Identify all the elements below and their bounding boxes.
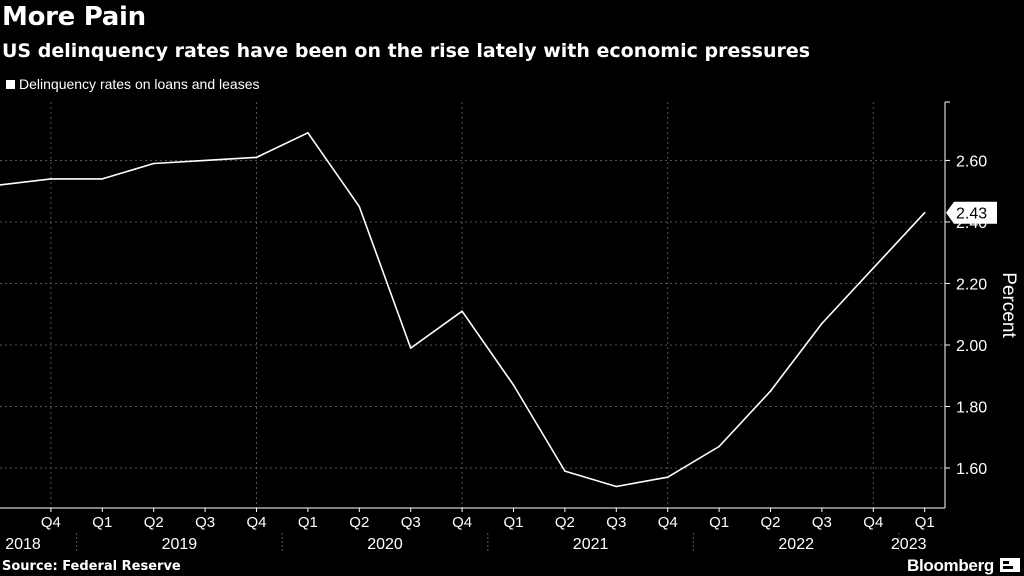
- data-point: [718, 445, 720, 448]
- callout-value: 2.43: [956, 206, 987, 223]
- x-year-label: 2021: [573, 536, 609, 553]
- data-point: [255, 156, 258, 159]
- x-tick-label: Q1: [503, 514, 523, 531]
- x-tick-label: Q3: [195, 514, 215, 531]
- x-year-label: 2019: [162, 536, 198, 553]
- last-value-callout: 2.43: [946, 201, 997, 224]
- y-tick-label: 2.00: [956, 338, 987, 355]
- x-tick-label: Q1: [92, 514, 112, 531]
- y-tick-label: 2.60: [956, 153, 987, 170]
- chart-subtitle: US delinquency rates have been on the ri…: [2, 40, 811, 62]
- y-axis-title: Percent: [998, 272, 1019, 338]
- data-point: [409, 347, 412, 349]
- x-tick-label: Q3: [812, 514, 832, 531]
- data-point: [50, 178, 52, 180]
- x-tick-label: Q4: [658, 514, 678, 531]
- callout-box: [946, 201, 997, 224]
- data-point: [666, 476, 669, 479]
- x-tick-label: Q4: [863, 514, 883, 531]
- x-tick-label: Q2: [555, 514, 575, 531]
- data-point: [564, 470, 566, 472]
- x-tick-label: Q4: [246, 514, 266, 531]
- y-tick-label: 1.60: [956, 461, 987, 478]
- source-note: Source: Federal Reserve: [2, 559, 181, 574]
- x-tick-label: Q3: [401, 514, 421, 531]
- data-point: [769, 390, 772, 392]
- x-tick-label: Q2: [349, 514, 369, 531]
- data-point: [307, 131, 309, 134]
- data-point: [204, 159, 206, 162]
- data-point: [101, 178, 104, 180]
- legend: Delinquency rates on loans and leases: [6, 76, 260, 92]
- x-tick-label: Q1: [298, 514, 318, 531]
- y-tick-label: 2.20: [956, 276, 987, 293]
- y-tick-label: 1.80: [956, 400, 987, 417]
- x-year-label: 2020: [367, 536, 403, 553]
- data-point: [152, 162, 155, 165]
- data-point: [512, 384, 515, 386]
- x-tick-label: Q4: [452, 514, 472, 531]
- legend-label: Delinquency rates on loans and leases: [19, 76, 260, 92]
- chart-title: More Pain: [2, 2, 146, 32]
- labels: 1.601.802.002.202.402.60PercentQ4Q1Q2Q3Q…: [5, 153, 1019, 553]
- x-tick-label: Q3: [606, 514, 626, 531]
- x-tick-label: Q2: [760, 514, 780, 531]
- bloomberg-logo: Bloomberg: [906, 556, 994, 575]
- gridlines: [0, 102, 945, 508]
- axes: [0, 101, 950, 552]
- bloomberg-mark-icon: [1000, 558, 1020, 572]
- x-tick-label: Q2: [144, 514, 164, 531]
- x-tick-label: Q4: [41, 514, 61, 531]
- x-year-label: 2018: [5, 536, 41, 553]
- data-point: [821, 322, 823, 325]
- x-tick-label: Q1: [709, 514, 729, 531]
- data-point: [923, 211, 926, 214]
- x-year-label: 2022: [778, 536, 814, 553]
- data-point: [461, 310, 463, 312]
- data-point: [872, 267, 875, 269]
- data-point: [615, 485, 618, 488]
- data-point: [358, 205, 361, 208]
- x-tick-label: Q1: [915, 514, 935, 531]
- series-layer: [0, 131, 926, 488]
- legend-swatch: [6, 79, 15, 89]
- x-year-label: 2023: [891, 536, 927, 553]
